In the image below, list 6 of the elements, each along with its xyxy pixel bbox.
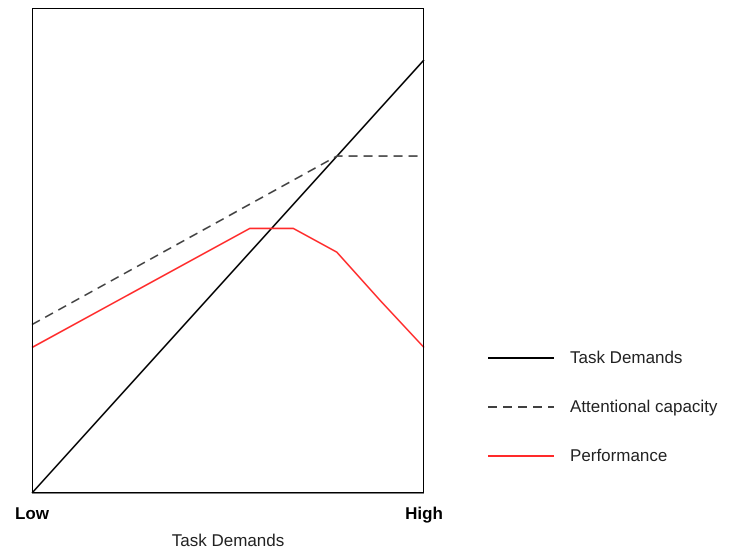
legend-label: Attentional capacity	[570, 396, 718, 416]
x-tick-label: High	[405, 504, 443, 523]
legend-label: Performance	[570, 446, 668, 466]
legend-label: Task Demands	[570, 348, 682, 368]
x-tick-label: Low	[15, 504, 50, 523]
x-axis-title: Task Demands	[172, 531, 284, 549]
